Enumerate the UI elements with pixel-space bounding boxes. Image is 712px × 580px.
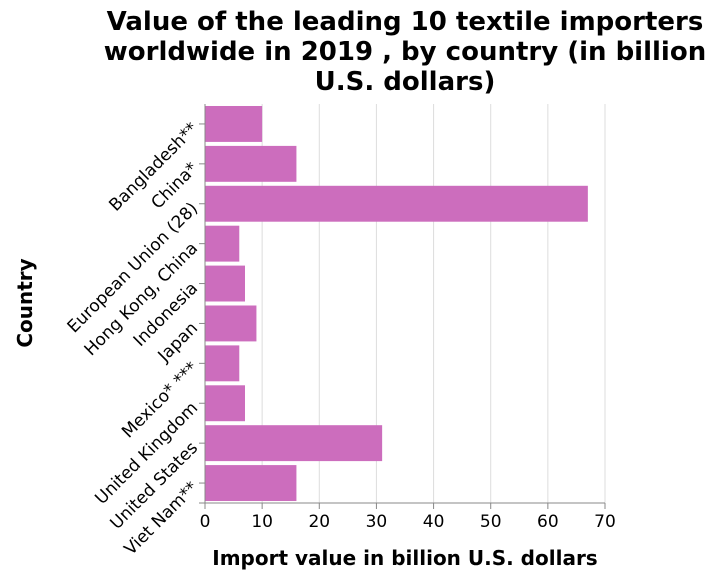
chart-title-line: Value of the leading 10 textile importer… bbox=[107, 7, 704, 37]
bar bbox=[205, 225, 240, 262]
x-tick-label: 50 bbox=[480, 512, 502, 532]
bar bbox=[205, 385, 245, 422]
x-tick-label: 60 bbox=[537, 512, 559, 532]
bar bbox=[205, 185, 588, 222]
x-axis-title: Import value in billion U.S. dollars bbox=[212, 546, 597, 570]
chart-title-line: U.S. dollars) bbox=[315, 67, 496, 97]
bar bbox=[205, 265, 245, 302]
bar bbox=[205, 425, 383, 462]
x-tick-label: 30 bbox=[366, 512, 388, 532]
chart-title: Value of the leading 10 textile importer… bbox=[104, 7, 706, 97]
bars bbox=[205, 105, 588, 502]
bar bbox=[205, 465, 297, 502]
bar bbox=[205, 345, 240, 382]
x-tick-label: 40 bbox=[423, 512, 445, 532]
x-tick-label: 20 bbox=[308, 512, 330, 532]
y-tick-labels: Bangladesh**China*European Union (28)Hon… bbox=[64, 119, 205, 559]
x-tick-label: 0 bbox=[200, 512, 211, 532]
bar bbox=[205, 145, 297, 182]
x-tick-label: 10 bbox=[251, 512, 273, 532]
y-axis-title: Country bbox=[13, 258, 37, 347]
chart-title-line: worldwide in 2019 , by country (in billi… bbox=[104, 37, 706, 67]
bar bbox=[205, 105, 263, 142]
bar bbox=[205, 305, 257, 342]
axes bbox=[199, 104, 605, 509]
x-tick-label: 70 bbox=[594, 512, 616, 532]
x-tick-labels: 0 10 20 30 40 50 60 70 bbox=[200, 503, 616, 532]
